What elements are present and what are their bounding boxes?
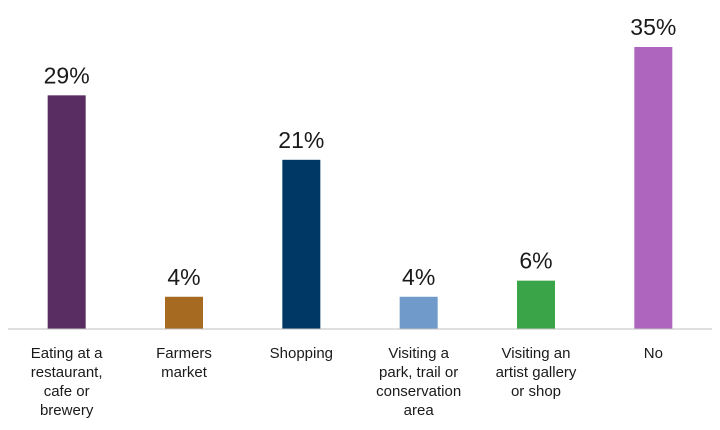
category-label-2: Farmers market: [156, 345, 212, 381]
bar-4: [399, 296, 438, 329]
category-label-5: Visiting an artist gallery or shop: [495, 345, 577, 400]
bar-5: [517, 280, 555, 329]
bar-3: [282, 159, 321, 329]
data-label-2: 4%: [167, 264, 200, 290]
data-label-3: 21%: [278, 127, 324, 153]
data-label-6: 35%: [630, 14, 676, 40]
data-label-4: 4%: [402, 264, 435, 290]
value-label-group: 29% 4% 21% 4% 6% 35%: [44, 14, 677, 290]
bar-6: [634, 47, 673, 329]
category-label-4: Visiting a park, trail or conservation a…: [376, 345, 462, 419]
category-label-1: Eating at a restaurant, cafe or brewery: [30, 345, 103, 419]
data-label-5: 6%: [519, 248, 552, 274]
category-label-3: Shopping: [269, 345, 334, 362]
data-label-1: 29%: [44, 62, 90, 88]
category-label-6: No: [643, 345, 663, 362]
bar-1: [47, 95, 86, 329]
bar-2: [165, 296, 203, 329]
bar-group: [47, 47, 673, 329]
